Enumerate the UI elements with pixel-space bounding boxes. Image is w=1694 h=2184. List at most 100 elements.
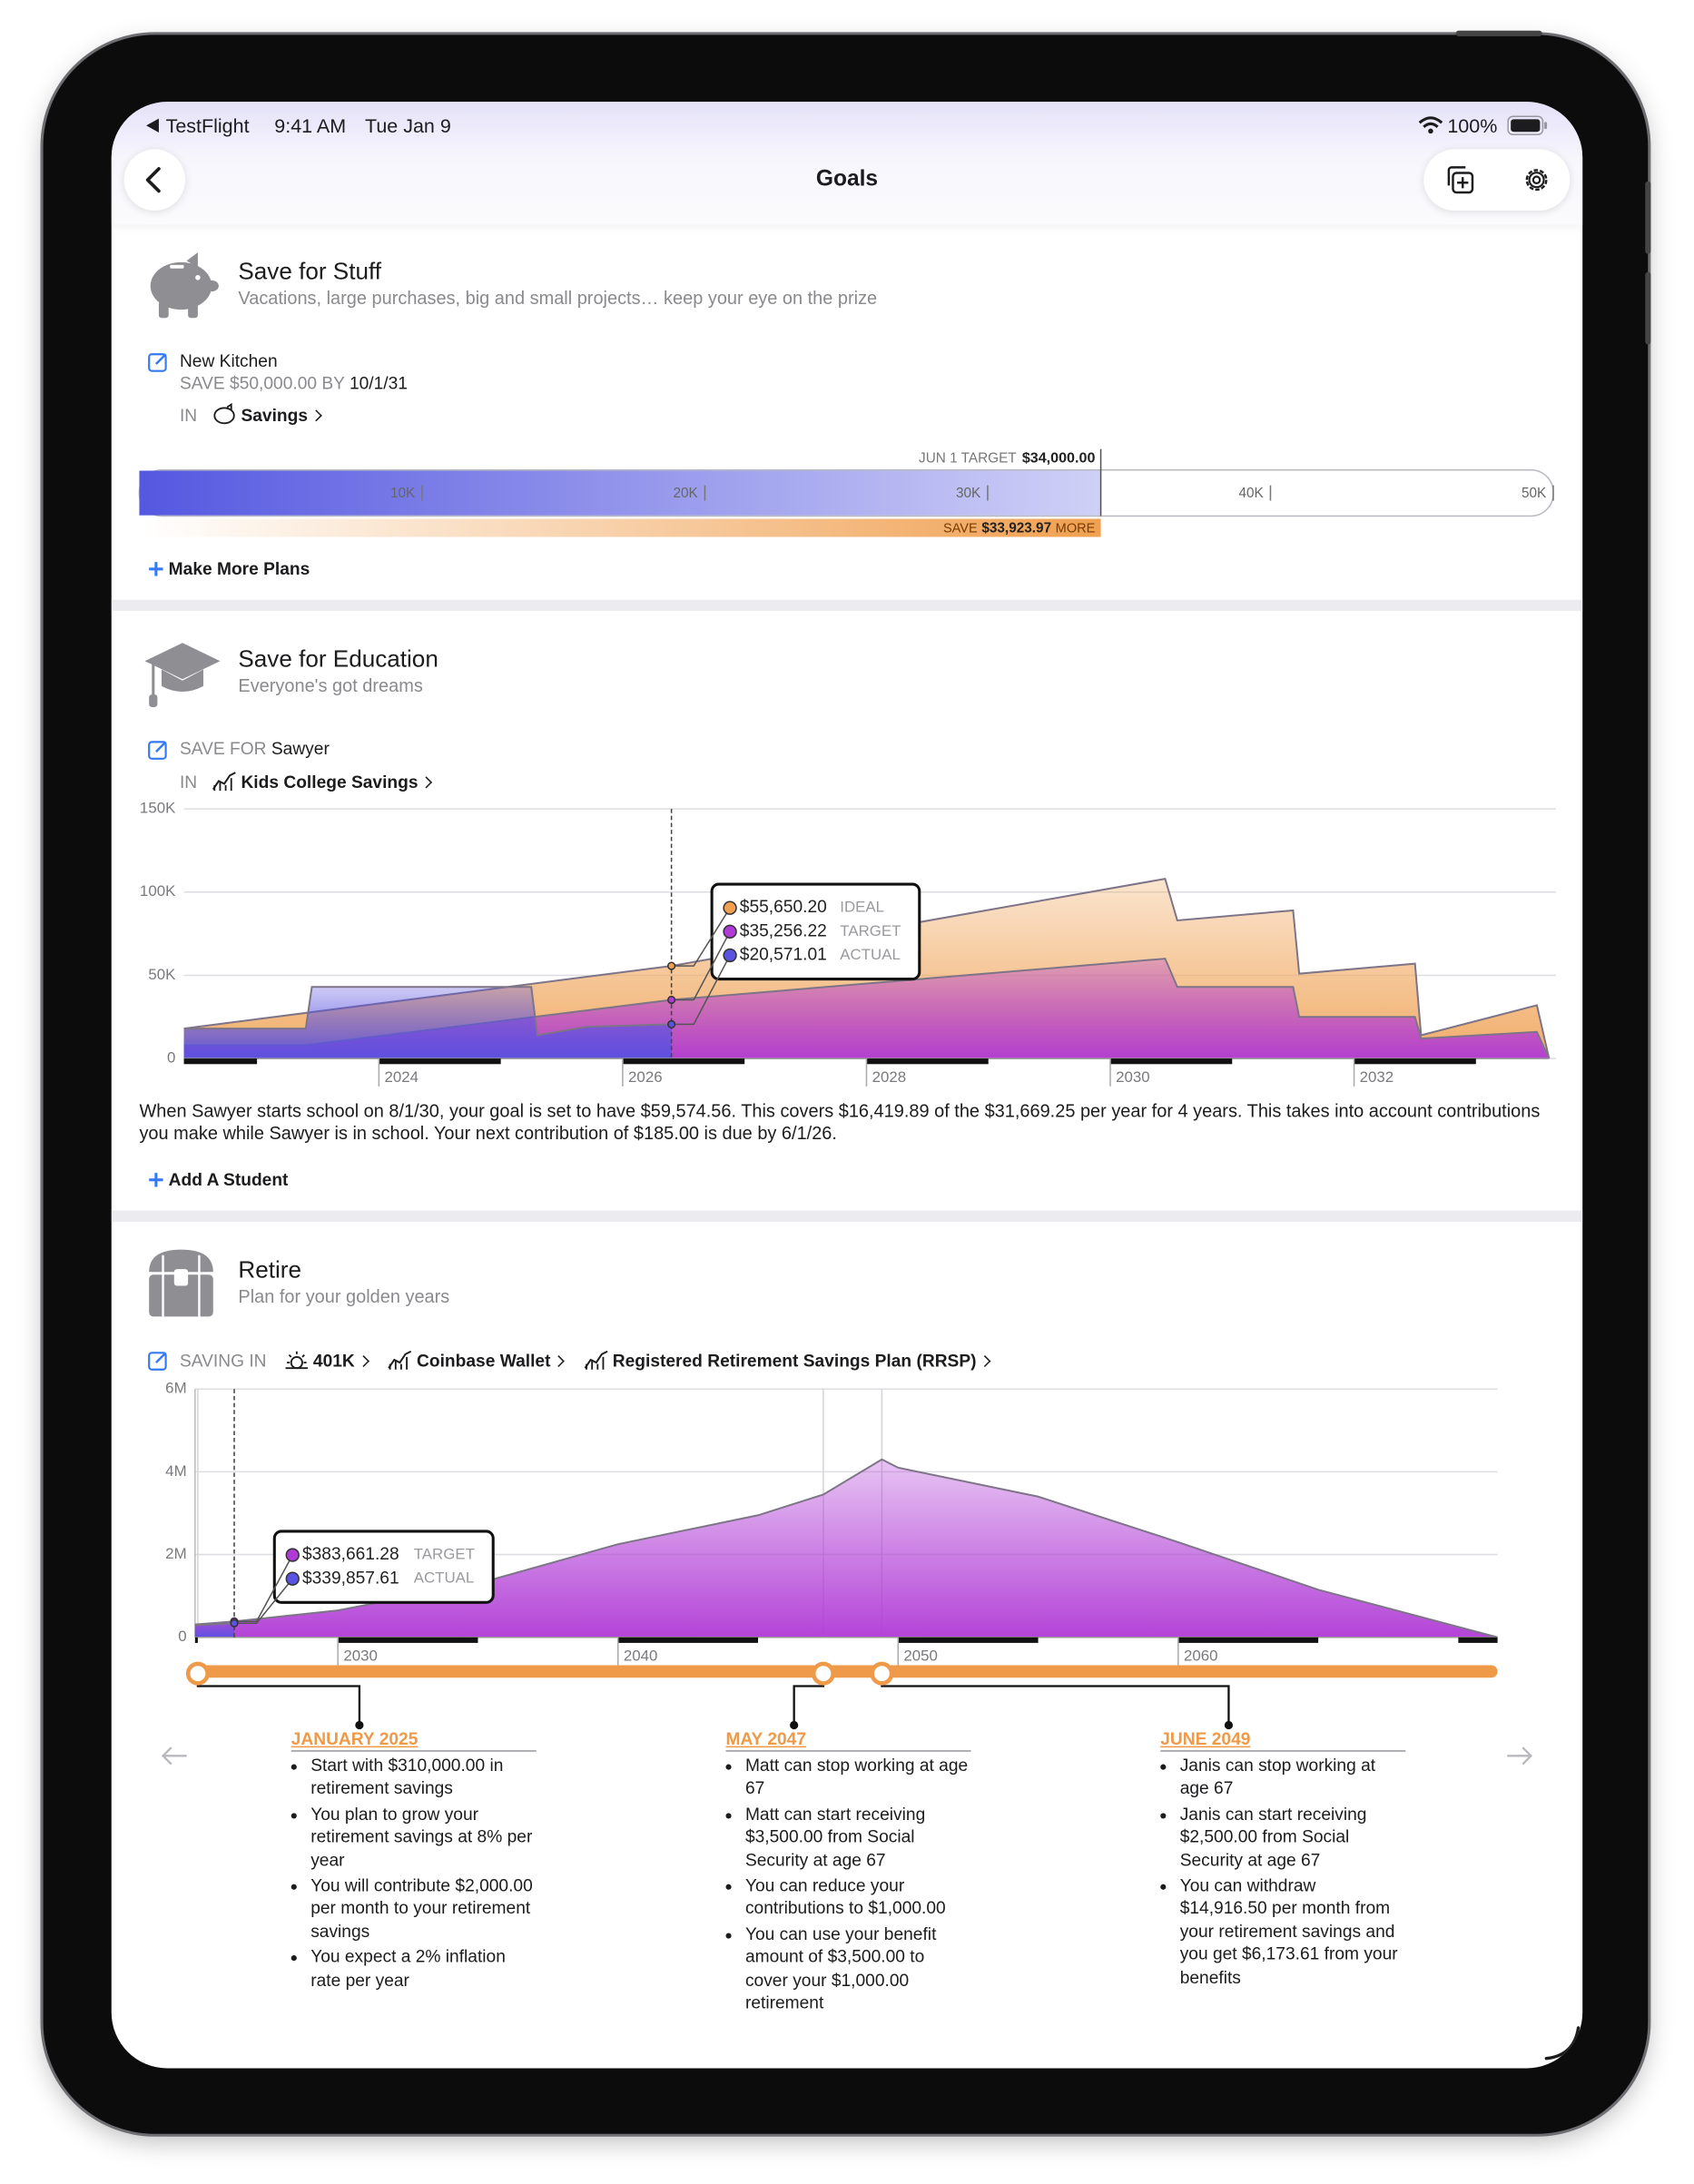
tooltip-swatch (723, 900, 737, 915)
account-link[interactable]: 401K (312, 1351, 355, 1372)
plan-account: IN Savings (180, 402, 326, 427)
account-icon (584, 1350, 608, 1370)
account-icon (285, 1351, 308, 1370)
status-time: 9:41 AM (274, 113, 347, 137)
piggy-bank-icon (150, 252, 219, 319)
edit-accounts-button[interactable] (148, 1350, 169, 1371)
add-plan-label: Make More Plans (168, 559, 310, 579)
account-link[interactable]: Registered Retirement Savings Plan (RRSP… (612, 1351, 977, 1372)
event-bullet: You can withdraw $14,916.50 per month fr… (1180, 1874, 1406, 1989)
treasure-chest-icon (149, 1249, 213, 1317)
account-icon (213, 402, 235, 425)
event-bullet: Janis can start receiving $2,500.00 from… (1180, 1803, 1406, 1872)
x-tick-label: 2030 (1116, 1068, 1150, 1086)
tooltip-connector (234, 1554, 293, 1623)
x-tick-label: 2060 (1184, 1648, 1218, 1665)
add-student-button[interactable]: Add A Student (149, 1169, 288, 1192)
event-marker (185, 1661, 210, 1686)
year-band (1458, 1637, 1498, 1643)
tooltip-point (667, 995, 676, 1005)
tick-label: 30K (956, 486, 981, 501)
accounts-label: SAVING IN (179, 1351, 267, 1372)
x-tick-label: 2028 (872, 1068, 907, 1086)
student-name: Sawyer (271, 739, 330, 759)
duplicate-button[interactable] (1444, 164, 1475, 195)
tooltip-swatch (723, 948, 737, 963)
charts: 10K 20K 30K 40K 50K JUN 1 TARGET $34,000.00 SAV… (138, 448, 1557, 1730)
save-label: SAVE $33,923.97 MORE (943, 520, 1096, 536)
event-anchor (1224, 1720, 1234, 1730)
area-line (183, 986, 672, 1037)
area-line (194, 1622, 235, 1627)
section-title: Save for Education (238, 645, 438, 673)
settings-button[interactable] (1522, 164, 1552, 195)
y-tick-label: 2M (165, 1545, 186, 1562)
top-button (1455, 30, 1542, 36)
edit-plan-button[interactable] (148, 351, 169, 372)
account-icon (212, 772, 236, 792)
graduation-cap-icon (144, 643, 221, 707)
status-date: Tue Jan 9 (365, 113, 451, 137)
plus-icon (149, 1173, 163, 1187)
timeline-next-button[interactable] (1504, 1744, 1535, 1769)
x-tick-label: 2040 (624, 1648, 658, 1665)
account-link[interactable]: Kids College Savings (241, 772, 419, 792)
section-title: Retire (238, 1256, 302, 1284)
x-tick-label: 2024 (385, 1068, 419, 1086)
area-line (183, 958, 1551, 1059)
plan-goal-label: SAVE $50,000.00 BY (179, 373, 345, 394)
tooltip-connector (234, 1578, 293, 1625)
account-icon (388, 1350, 412, 1370)
status-battery: 100% (1447, 113, 1498, 137)
area-line (194, 1458, 1498, 1638)
tooltip-connector (671, 930, 731, 1001)
event-bullet: Matt can start receiving $3,500.00 from … (745, 1803, 971, 1872)
y-tick-label: 0 (167, 1049, 175, 1067)
wifi-icon (1418, 116, 1443, 134)
tooltip-point (230, 1618, 239, 1628)
side-button (1645, 181, 1651, 254)
year-band (1177, 1637, 1319, 1643)
tooltip-point (667, 1019, 676, 1029)
event-date: JUNE 2049 (1160, 1729, 1406, 1752)
event-bullet: Janis can stop working at age 67 (1180, 1755, 1406, 1800)
tooltip-point (667, 961, 676, 970)
back-button[interactable] (123, 149, 186, 211)
battery-icon (1507, 115, 1548, 136)
event-bullet: You can use your benefit amount of $3,50… (745, 1923, 971, 2014)
x-tick-label: 2030 (343, 1648, 378, 1665)
year-band (1354, 1058, 1476, 1065)
event-marker (870, 1661, 894, 1686)
tooltip-box (710, 882, 921, 981)
nav-actions (1423, 149, 1571, 211)
header-background (111, 102, 1583, 225)
edit-student-button[interactable] (148, 739, 169, 760)
account-link[interactable]: Coinbase Wallet (417, 1351, 551, 1372)
account-link[interactable]: Savings (241, 406, 309, 426)
save-more: MORE (1056, 521, 1096, 536)
screen-content: TestFlight 9:41 AM Tue Jan 9 100% Goals … (111, 102, 1583, 2068)
event-bullets: Janis can stop working at age 67Janis ca… (1160, 1755, 1405, 1989)
event-connector (196, 1677, 361, 1724)
tooltip-name: ACTUAL (840, 946, 901, 963)
tooltip-swatch (723, 924, 737, 939)
timeline-prev-button[interactable] (159, 1744, 190, 1769)
back-chevron (145, 167, 161, 193)
area-fill (183, 987, 672, 1059)
event-date: JANUARY 2025 (291, 1729, 537, 1752)
target-label: JUN 1 TARGET $34,000.00 (919, 450, 1095, 467)
add-plan-button[interactable]: Make More Plans (149, 558, 310, 581)
tick-label: 50K (1522, 486, 1547, 501)
year-band (1109, 1058, 1233, 1065)
y-tick-label: 150K (140, 800, 176, 817)
event-column: JUNE 2049 Janis can stop working at age 6… (1160, 1729, 1406, 1992)
education-summary: When Sawyer starts school on 8/1/30, you… (139, 1100, 1541, 1144)
event-bullet: You will contribute $2,000.00 per month … (310, 1874, 537, 1943)
year-band (898, 1637, 1039, 1643)
y-tick-label: 100K (140, 882, 176, 900)
plus-icon (149, 562, 163, 576)
year-band (379, 1058, 501, 1065)
year-band (183, 1058, 258, 1065)
